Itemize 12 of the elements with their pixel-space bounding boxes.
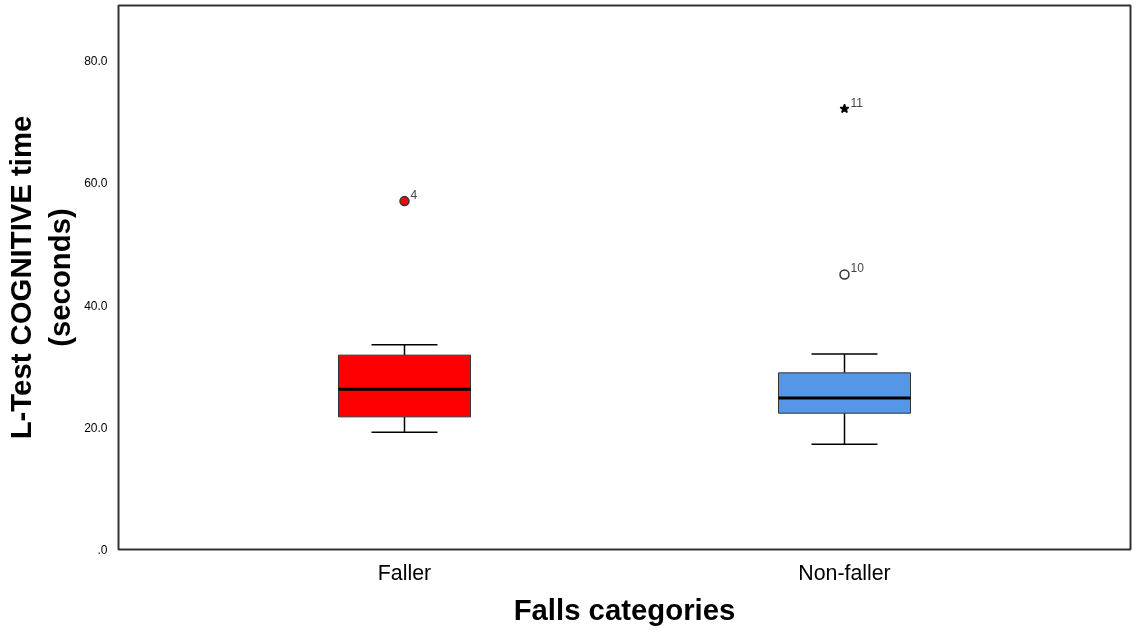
y-axis-title: L-Test COGNITIVE time (seconds) <box>3 115 77 440</box>
y-tick-label: .0 <box>97 543 108 557</box>
y-tick-label: 60.0 <box>84 176 108 191</box>
y-tick-label: 80.0 <box>84 54 108 69</box>
x-tick-label: Non-faller <box>798 560 891 585</box>
annotation: 4 <box>410 188 418 203</box>
x-axis-title: Falls categories <box>513 592 736 626</box>
y-tick-label: 40.0 <box>84 298 108 313</box>
y-tick-label: 20.0 <box>84 420 108 435</box>
x-tick-label: Faller <box>377 560 432 585</box>
annotation: 10 <box>850 261 865 276</box>
annotation: 11 <box>850 95 864 110</box>
